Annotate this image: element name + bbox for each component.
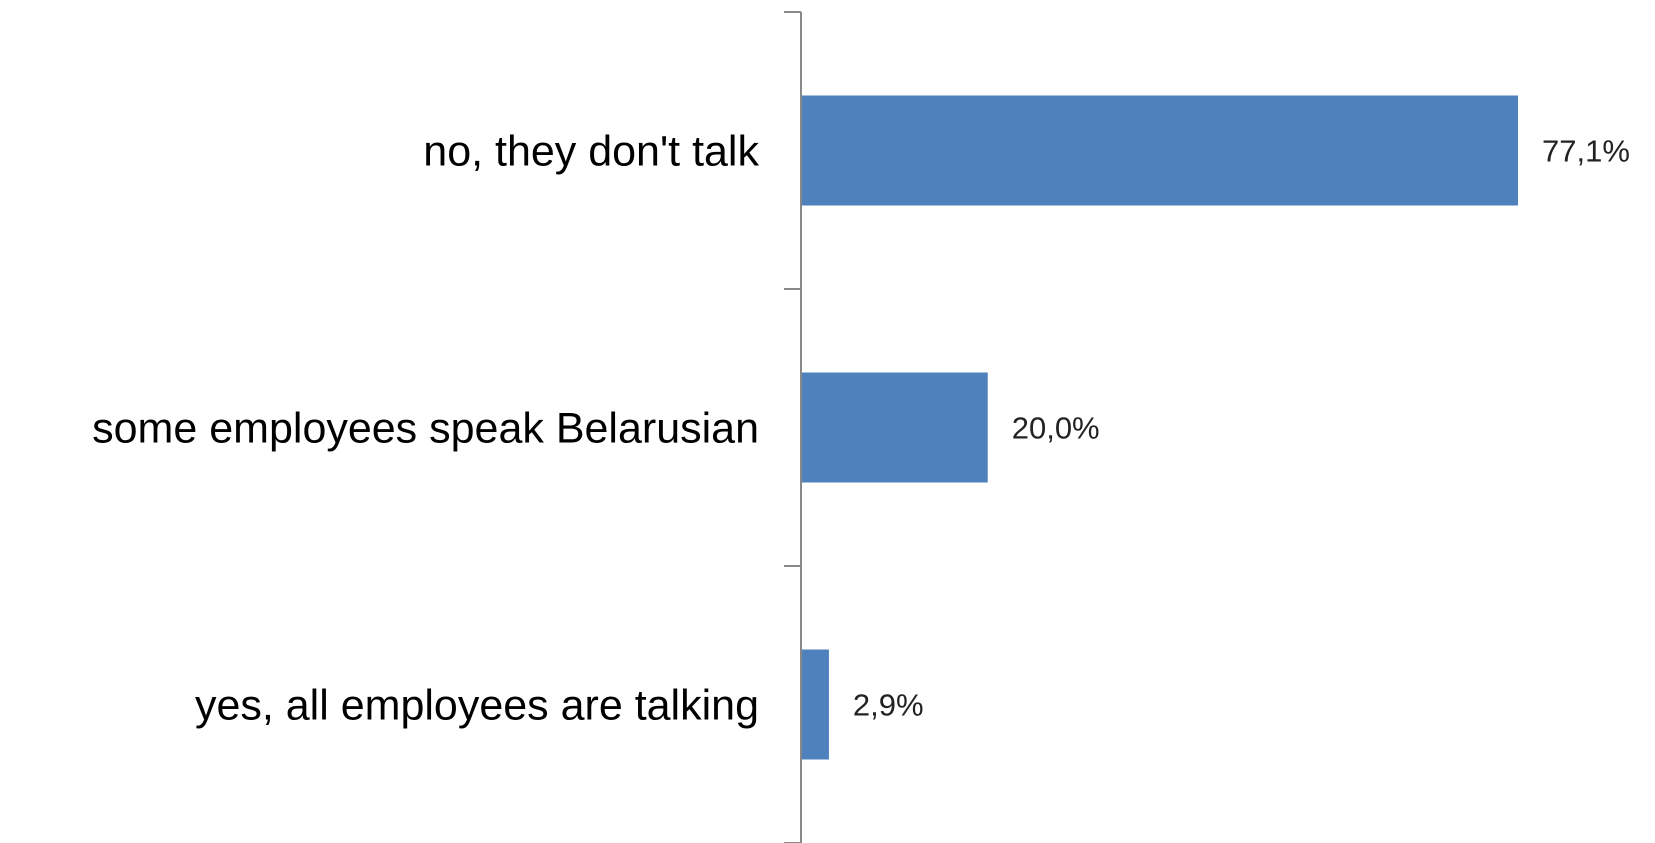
bar [802, 372, 988, 483]
value-label: 2,9% [853, 688, 924, 723]
category-labels: no, they don't talk some employees speak … [92, 128, 759, 730]
value-label: 77,1% [1542, 134, 1630, 169]
category-label: some employees speak Belarusian [92, 405, 759, 453]
value-label: 20,0% [1012, 411, 1100, 446]
category-label: yes, all employees are talking [195, 682, 759, 730]
value-labels: 77,1% 20,0% 2,9% [853, 134, 1630, 723]
bar [802, 95, 1518, 206]
bar [802, 649, 829, 760]
bars-group [802, 95, 1518, 760]
y-axis-ticks [784, 11, 801, 843]
category-label: no, they don't talk [423, 128, 759, 176]
